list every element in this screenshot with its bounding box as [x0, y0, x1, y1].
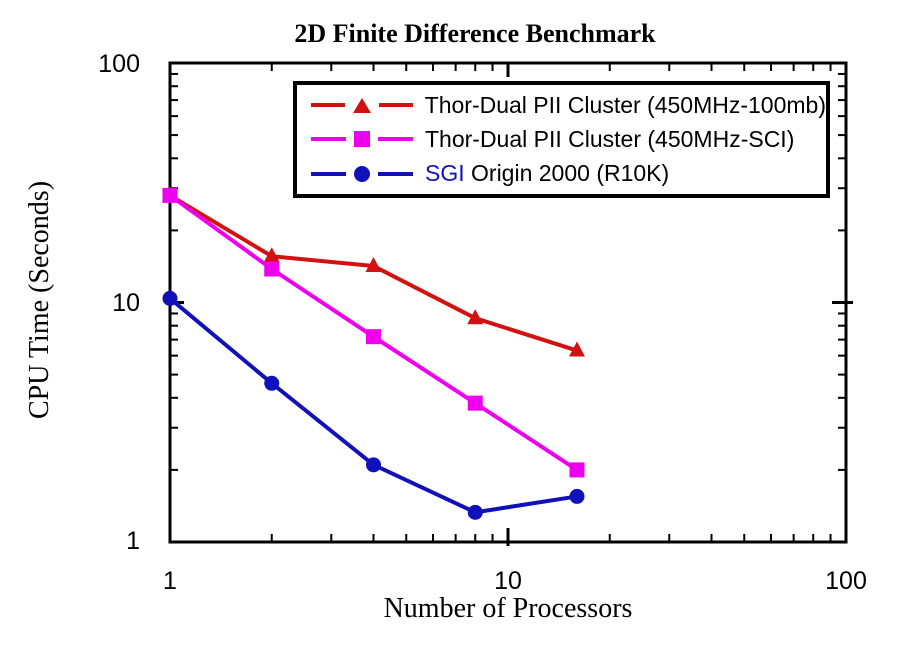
- triangle-marker-icon: [352, 97, 371, 113]
- legend-line-segment: [311, 103, 345, 108]
- data-point-circle: [264, 375, 280, 391]
- data-point-circle: [467, 504, 483, 520]
- data-point-square: [264, 261, 280, 277]
- data-point-circle: [569, 488, 585, 504]
- x-tick-label-1: 1: [163, 567, 177, 595]
- data-point-circle: [365, 457, 381, 473]
- square-marker-icon: [354, 131, 370, 148]
- y-axis-label: CPU Time (Seconds): [24, 180, 55, 420]
- legend-row-1: Thor-Dual PII Cluster (450MHz-SCI): [311, 122, 826, 156]
- legend-label-part: SGI: [425, 160, 465, 187]
- legend-row-2: SGI Origin 2000 (R10K): [311, 157, 826, 191]
- data-point-triangle: [568, 341, 585, 357]
- legend-label-part: Thor-Dual PII Cluster (450MHz-100mb): [424, 91, 826, 118]
- legend-label-part: Thor-Dual PII Cluster (450MHz-SCI): [425, 125, 795, 152]
- y-tick-label-10: 10: [112, 289, 140, 317]
- y-tick-label-1: 1: [126, 527, 140, 555]
- data-point-triangle: [467, 309, 484, 325]
- legend-line-segment: [378, 103, 413, 108]
- series-line-0: [168, 193, 578, 353]
- legend: Thor-Dual PII Cluster (450MHz-100mb) Thor…: [293, 81, 830, 198]
- data-point-square: [467, 395, 483, 411]
- circle-marker-icon: [354, 165, 370, 182]
- data-point-square: [365, 329, 381, 345]
- legend-line-segment: [311, 137, 346, 142]
- data-point-square: [162, 187, 178, 203]
- legend-label: SGI Origin 2000 (R10K): [425, 160, 669, 187]
- legend-line-segment: [378, 171, 413, 176]
- data-point-triangle: [365, 257, 382, 273]
- data-point-square: [569, 462, 585, 478]
- legend-label: Thor-Dual PII Cluster (450MHz-100mb): [425, 92, 826, 119]
- data-point-triangle: [263, 247, 280, 263]
- data-point-circle: [162, 290, 178, 306]
- x-tick-label-100: 100: [825, 567, 867, 595]
- legend-line-segment: [311, 171, 346, 176]
- legend-row-0: Thor-Dual PII Cluster (450MHz-100mb): [311, 88, 826, 122]
- legend-label: Thor-Dual PII Cluster (450MHz-SCI): [425, 126, 794, 153]
- chart-title: 2D Finite Difference Benchmark: [294, 19, 656, 48]
- legend-line-segment: [378, 137, 413, 142]
- legend-label-part: Origin 2000 (R10K): [464, 160, 670, 187]
- x-tick-label-10: 10: [494, 567, 522, 595]
- y-tick-label-100: 100: [98, 50, 140, 78]
- x-axis-label: Number of Processors: [383, 593, 633, 624]
